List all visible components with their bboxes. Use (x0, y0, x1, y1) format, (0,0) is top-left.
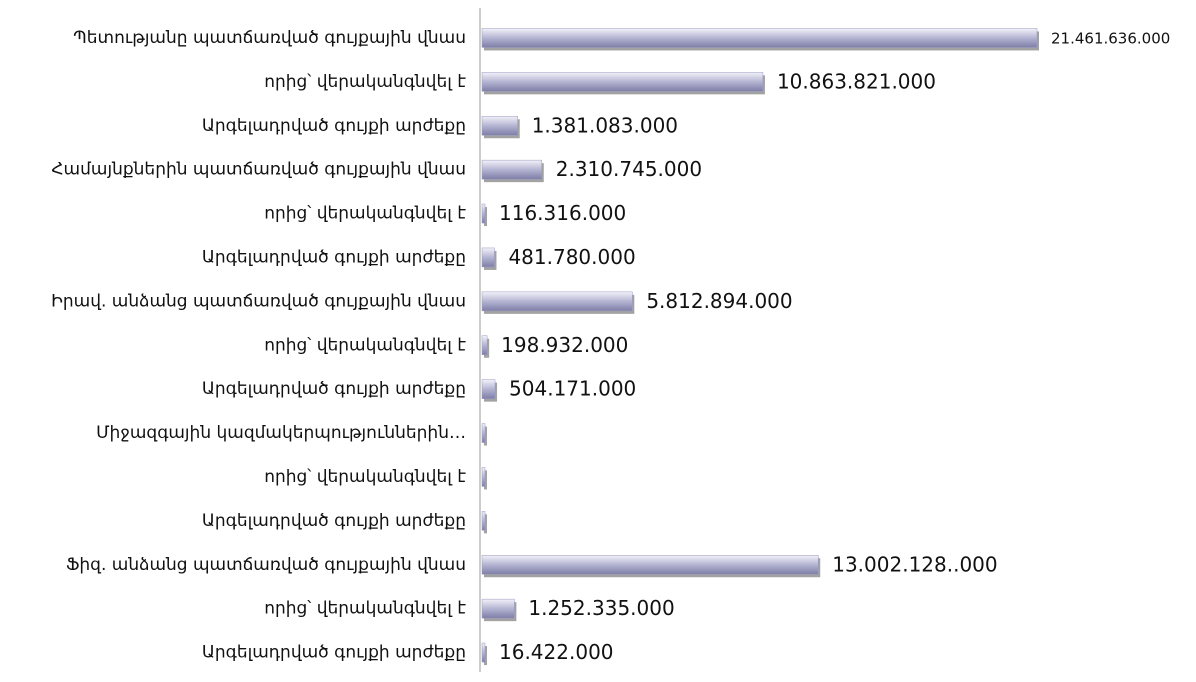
value-label: 198.932.000 (501, 333, 628, 357)
category-label: Արգելադրված գույքի արժեքը (202, 643, 466, 663)
category-label: Արգելադրված գույքի արժեքը (202, 116, 466, 136)
category-label: Պետությանը պատճառված գույքային վնաս (73, 28, 466, 48)
value-label: 481.780.000 (508, 245, 635, 269)
category-label: Միջազգային կազմակերպություններին… (96, 423, 466, 443)
bar (481, 159, 543, 180)
category-label: որից՝ վերականգնվել է (264, 335, 466, 355)
category-label: որից՝ վերականգնվել է (264, 467, 466, 487)
category-label: Արգելադրված գույքի արժեքը (202, 379, 466, 399)
bar (481, 203, 486, 224)
bar-shadow (484, 514, 487, 534)
bar-shadow (484, 470, 487, 490)
bar (481, 555, 819, 575)
bar (481, 335, 488, 355)
category-label: որից՝ վերականգնվել է (264, 72, 466, 92)
category-label: Ֆիզ. անձանց պատճառված գույքային վնաս (66, 555, 466, 575)
category-label: Արգելադրված գույքի արժեքը (202, 511, 466, 531)
value-label: 5.812.894.000 (646, 289, 792, 313)
value-label: 21.461.636.000 (1051, 29, 1170, 47)
bar (481, 291, 633, 312)
value-label: 13.002.128..000 (832, 552, 997, 576)
category-label: Իրավ. անձանց պատճառված գույքային վնաս (51, 291, 466, 311)
bar (481, 642, 486, 663)
bar (481, 379, 496, 399)
value-label: 16.422.000 (499, 640, 614, 664)
bar-shadow (484, 207, 488, 227)
bar (481, 247, 495, 268)
bar (481, 116, 518, 136)
category-label: Համայնքներին պատճառված գույքային վնաս (51, 160, 466, 180)
bar-shadow (484, 426, 487, 446)
category-label: որից՝ վերականգնվել է (264, 204, 466, 224)
bar (481, 423, 486, 443)
value-label: 2.310.745.000 (556, 157, 702, 181)
category-label: որից՝ վերականգնվել է (264, 599, 466, 619)
bar (481, 511, 486, 531)
bar (481, 72, 764, 92)
bar (481, 28, 1038, 48)
value-label: 116.316.000 (499, 201, 626, 225)
value-label: 1.252.335.000 (528, 596, 674, 620)
bar (481, 467, 486, 487)
value-label: 1.381.083.000 (532, 113, 678, 137)
value-label: 10.863.821.000 (777, 69, 936, 93)
bar (481, 598, 515, 619)
value-label: 504.171.000 (509, 377, 636, 401)
category-label: Արգելադրված գույքի արժեքը (202, 247, 466, 267)
bar-shadow (484, 646, 487, 666)
